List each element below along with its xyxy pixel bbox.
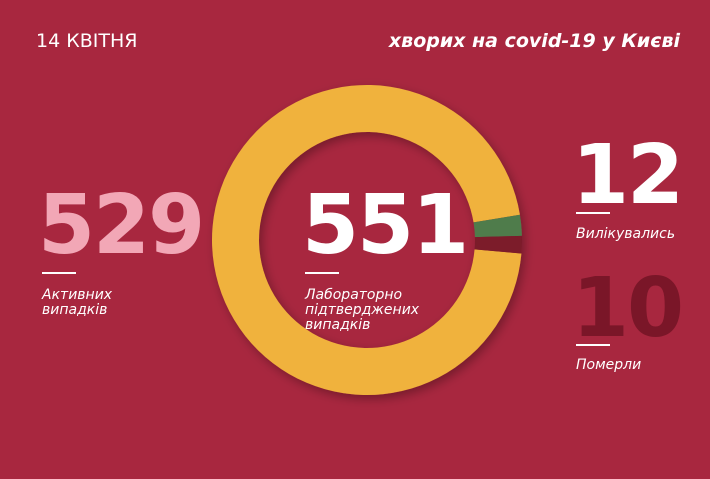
title: 14 КВІТНЯ <box>36 30 138 52</box>
value-label: 12 <box>572 128 684 223</box>
subtitle: хворих на covid-19 у Києві <box>388 30 680 52</box>
category-label: Активних випадків <box>42 287 113 318</box>
value-label: 10 <box>572 261 684 356</box>
category-label: Померли <box>576 357 642 373</box>
divider <box>305 272 339 274</box>
divider <box>576 212 610 214</box>
category-label: Вилікувались <box>576 226 676 242</box>
donut-segment <box>474 235 522 254</box>
total-label: Лабораторно підтверджених випадків <box>305 287 420 333</box>
divider <box>576 344 610 346</box>
donut-segment <box>211 84 522 395</box>
value-label: 529 <box>38 178 205 273</box>
divider <box>42 272 76 274</box>
total-value: 551 <box>302 178 469 273</box>
donut-segment <box>473 214 522 238</box>
